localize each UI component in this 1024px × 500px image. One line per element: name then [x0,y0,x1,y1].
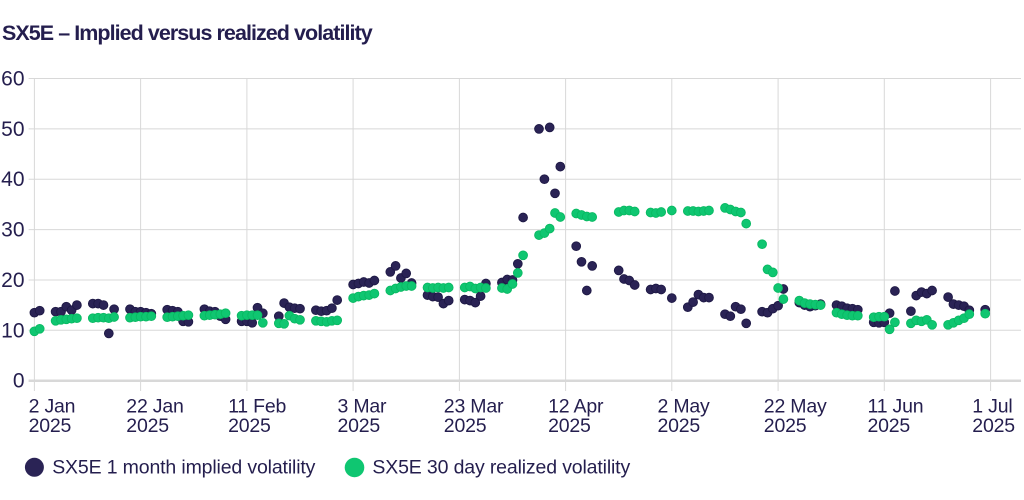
svg-text:40: 40 [1,168,24,191]
svg-text:50: 50 [1,118,24,141]
svg-text:2025: 2025 [868,415,911,437]
svg-text:11 Jun: 11 Jun [868,396,924,418]
svg-text:1 Jul: 1 Jul [972,396,1012,418]
svg-text:22 Jan: 22 Jan [126,396,183,418]
svg-text:2025: 2025 [764,415,807,437]
svg-text:2025: 2025 [444,415,487,437]
svg-text:2025: 2025 [972,415,1015,437]
svg-text:30: 30 [1,219,24,242]
svg-text:2025: 2025 [548,415,591,437]
svg-text:60: 60 [1,68,24,91]
svg-text:2025: 2025 [338,415,381,437]
svg-text:22 May: 22 May [764,396,827,418]
svg-text:2025: 2025 [29,415,72,437]
svg-text:SX5E 1 month implied volatilit: SX5E 1 month implied volatility [52,457,315,479]
svg-text:3 Mar: 3 Mar [338,396,388,418]
svg-text:SX5E 30 day realized volatilit: SX5E 30 day realized volatility [372,457,630,479]
svg-text:2 May: 2 May [658,396,711,418]
svg-text:10: 10 [1,319,24,342]
svg-text:SX5E – Implied versus realized: SX5E – Implied versus realized volatilit… [2,21,373,45]
svg-text:23 Mar: 23 Mar [444,396,504,418]
svg-text:20: 20 [1,269,24,292]
svg-text:2025: 2025 [228,415,271,437]
svg-text:2025: 2025 [658,415,701,437]
svg-text:2 Jan: 2 Jan [29,396,76,418]
svg-text:0: 0 [13,370,25,393]
svg-text:2025: 2025 [126,415,169,437]
svg-text:12 Apr: 12 Apr [548,396,604,418]
svg-text:11 Feb: 11 Feb [228,396,286,418]
